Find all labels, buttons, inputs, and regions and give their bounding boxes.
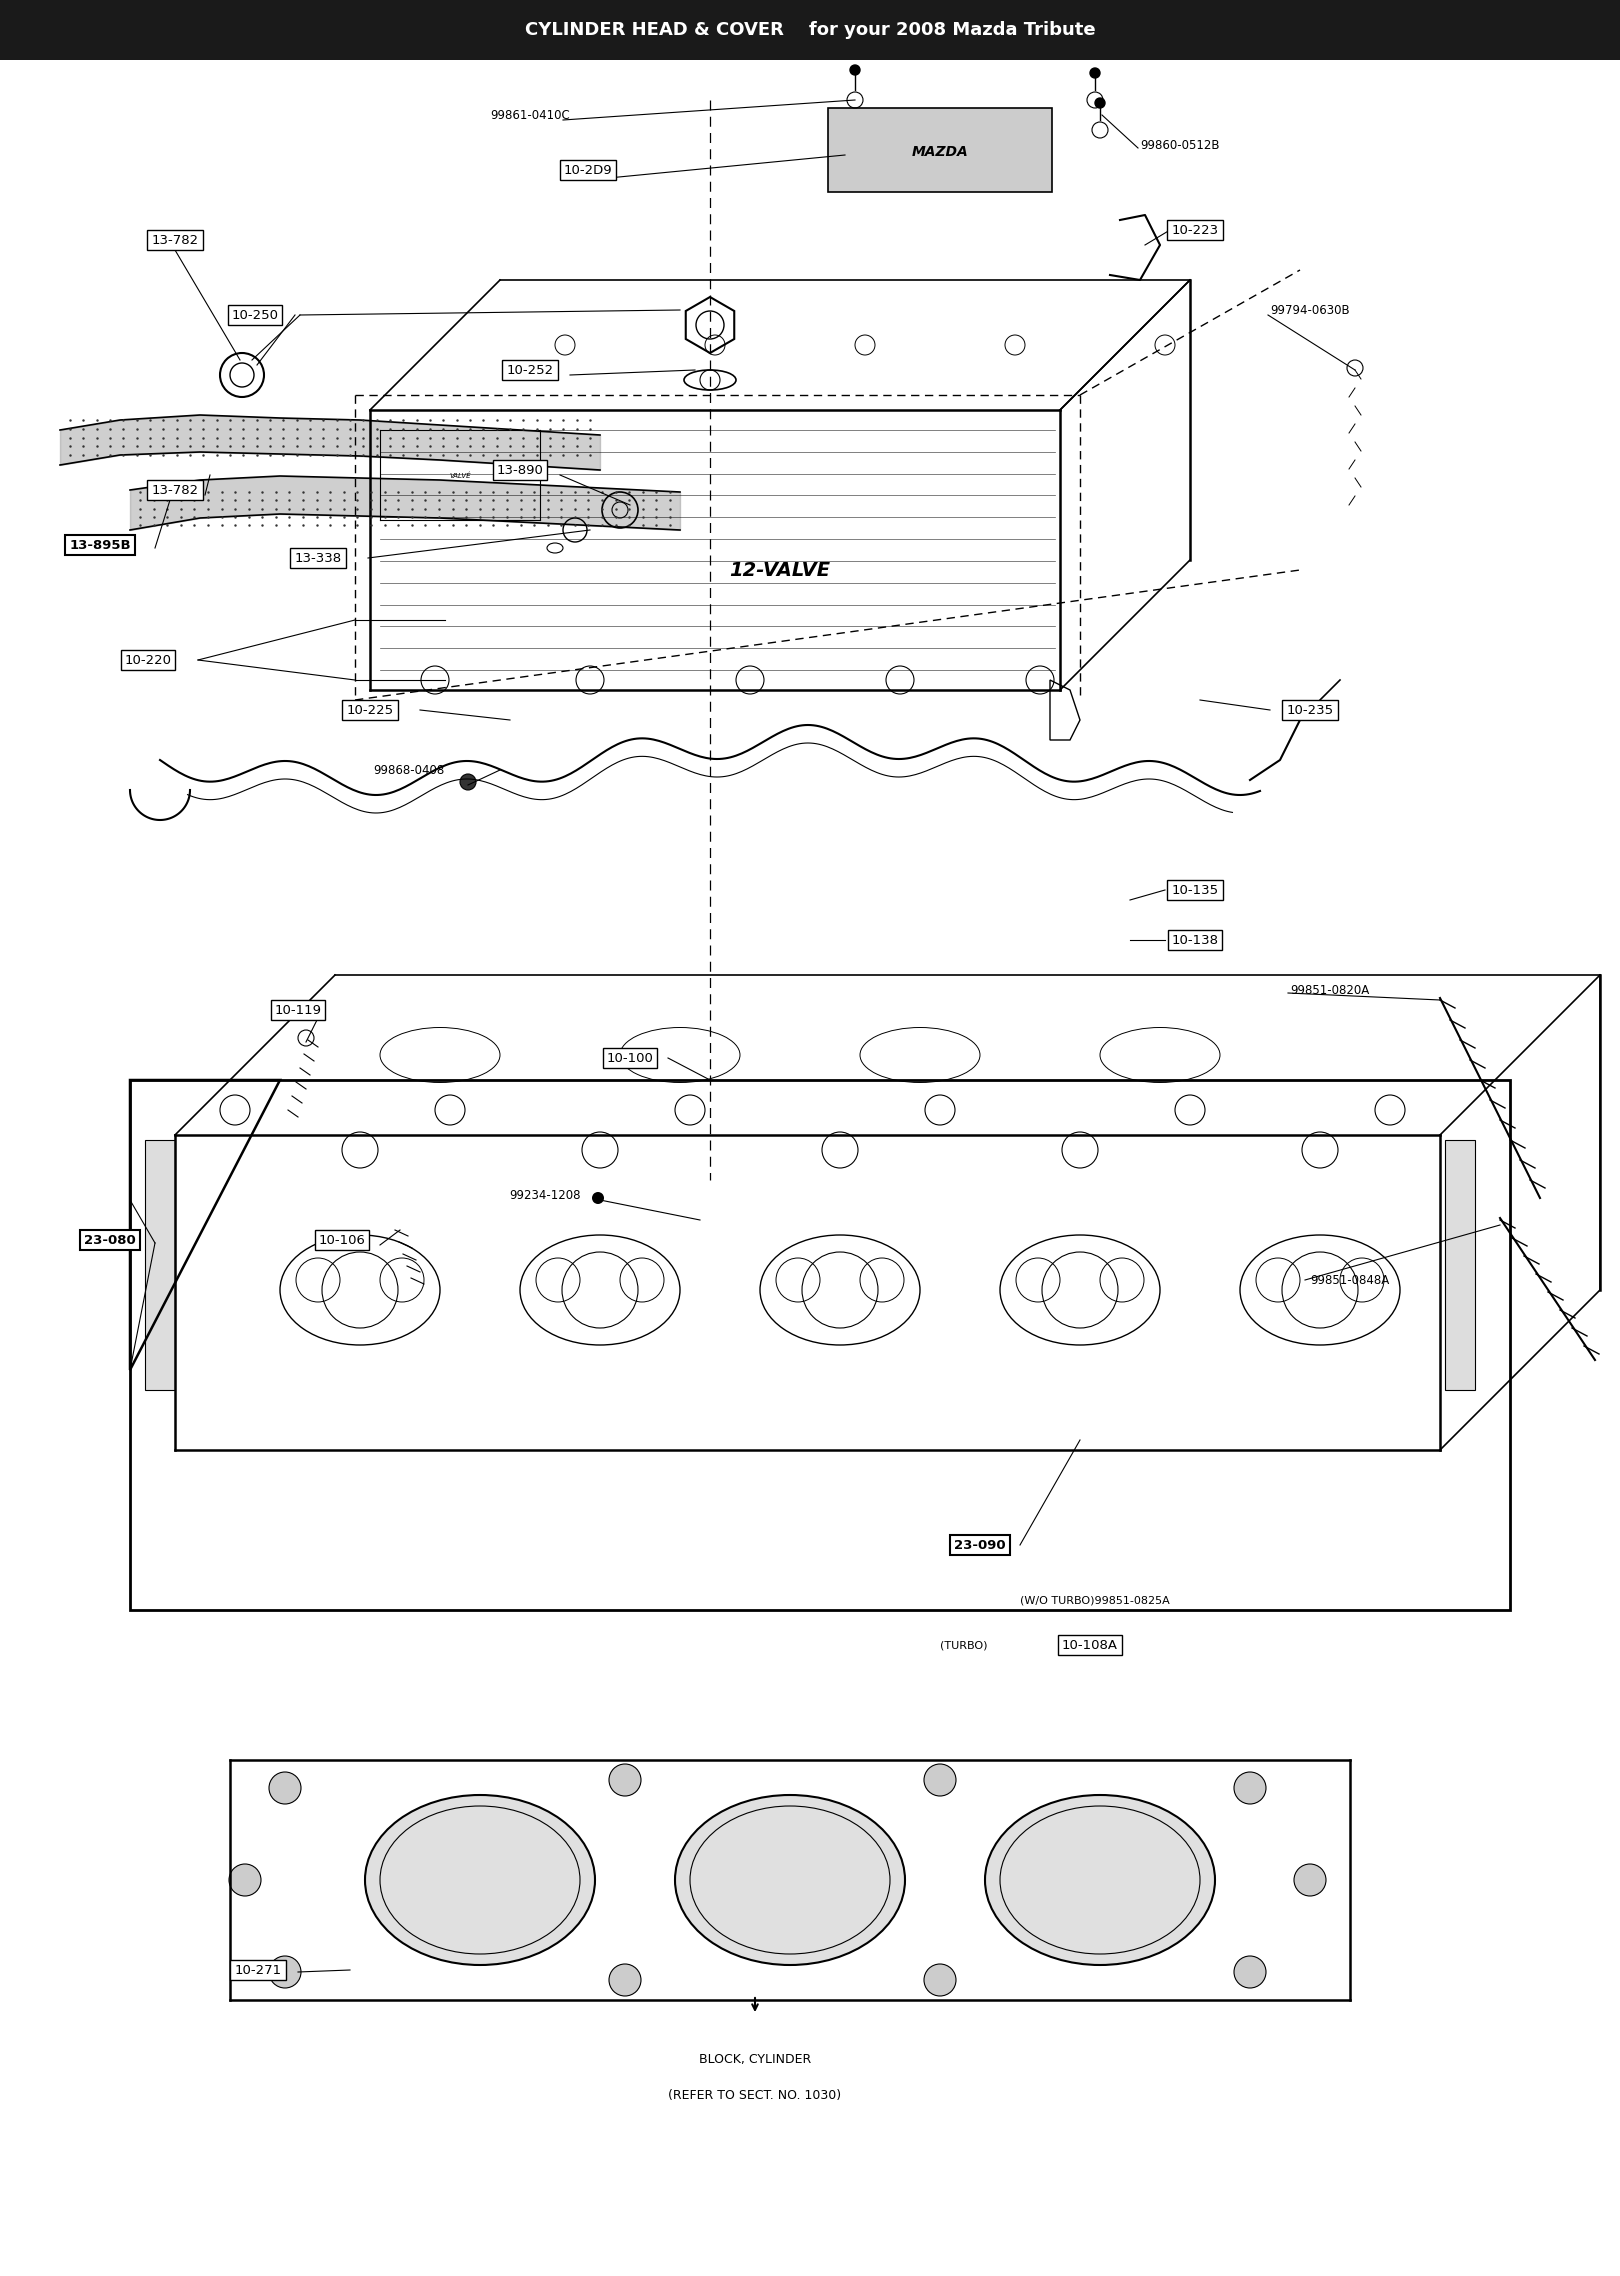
Text: 10-223: 10-223 <box>1171 223 1218 237</box>
Text: 10-138: 10-138 <box>1171 933 1218 947</box>
Text: 23-090: 23-090 <box>954 1539 1006 1552</box>
Text: 13-890: 13-890 <box>497 464 543 476</box>
Text: 99234-1208: 99234-1208 <box>509 1188 580 1202</box>
Text: (REFER TO SECT. NO. 1030): (REFER TO SECT. NO. 1030) <box>669 2089 841 2101</box>
Text: 10-108A: 10-108A <box>1063 1639 1118 1652</box>
Text: 10-100: 10-100 <box>606 1052 653 1065</box>
Text: 13-782: 13-782 <box>151 234 199 246</box>
Ellipse shape <box>985 1796 1215 1964</box>
Circle shape <box>1294 1864 1327 1896</box>
Text: 99861-0410C: 99861-0410C <box>491 109 570 121</box>
Text: 10-220: 10-220 <box>125 653 172 667</box>
Text: BLOCK, CYLINDER: BLOCK, CYLINDER <box>698 2053 812 2067</box>
Circle shape <box>269 1773 301 1805</box>
Circle shape <box>850 66 860 75</box>
Circle shape <box>1095 98 1105 107</box>
Text: 10-2D9: 10-2D9 <box>564 164 612 178</box>
Bar <box>1445 1140 1474 1391</box>
Text: 10-106: 10-106 <box>319 1234 366 1247</box>
Circle shape <box>591 1193 604 1204</box>
Text: (W/O TURBO)99851-0825A: (W/O TURBO)99851-0825A <box>1021 1595 1170 1605</box>
Text: (TURBO): (TURBO) <box>940 1641 988 1650</box>
Circle shape <box>923 1964 956 1996</box>
Circle shape <box>1090 68 1100 77</box>
Text: 99851-0848A: 99851-0848A <box>1311 1275 1390 1286</box>
Text: 99794-0630B: 99794-0630B <box>1270 303 1349 316</box>
Text: MAZDA: MAZDA <box>912 146 969 159</box>
Text: 10-250: 10-250 <box>232 310 279 321</box>
Text: 12-VALVE: 12-VALVE <box>729 560 831 580</box>
Text: 99851-0820A: 99851-0820A <box>1290 983 1369 997</box>
Text: 13-338: 13-338 <box>295 551 342 564</box>
Circle shape <box>1234 1773 1265 1805</box>
Text: 23-080: 23-080 <box>84 1234 136 1247</box>
Text: 10-252: 10-252 <box>507 364 554 376</box>
Text: 99860-0512B: 99860-0512B <box>1140 139 1220 152</box>
Text: 10-235: 10-235 <box>1286 703 1333 717</box>
Circle shape <box>609 1964 642 1996</box>
Text: 13-895B: 13-895B <box>70 539 131 551</box>
Bar <box>130 1081 1510 1609</box>
Text: 10-119: 10-119 <box>274 1004 321 1017</box>
Circle shape <box>269 1955 301 1987</box>
Circle shape <box>228 1864 261 1896</box>
Bar <box>0 0 1620 59</box>
FancyBboxPatch shape <box>828 107 1051 191</box>
Circle shape <box>1234 1955 1265 1987</box>
Text: 13-782: 13-782 <box>151 483 199 496</box>
Text: CYLINDER HEAD & COVER    for your 2008 Mazda Tribute: CYLINDER HEAD & COVER for your 2008 Mazd… <box>525 20 1095 39</box>
Text: 10-271: 10-271 <box>235 1964 282 1976</box>
Text: 10-135: 10-135 <box>1171 883 1218 897</box>
Bar <box>146 1140 175 1391</box>
Circle shape <box>923 1764 956 1796</box>
Circle shape <box>609 1764 642 1796</box>
Text: 10-225: 10-225 <box>347 703 394 717</box>
Text: 99868-0408: 99868-0408 <box>373 762 444 776</box>
Circle shape <box>460 774 476 790</box>
Text: VALVÉ: VALVÉ <box>449 473 471 480</box>
Ellipse shape <box>364 1796 595 1964</box>
Ellipse shape <box>676 1796 906 1964</box>
